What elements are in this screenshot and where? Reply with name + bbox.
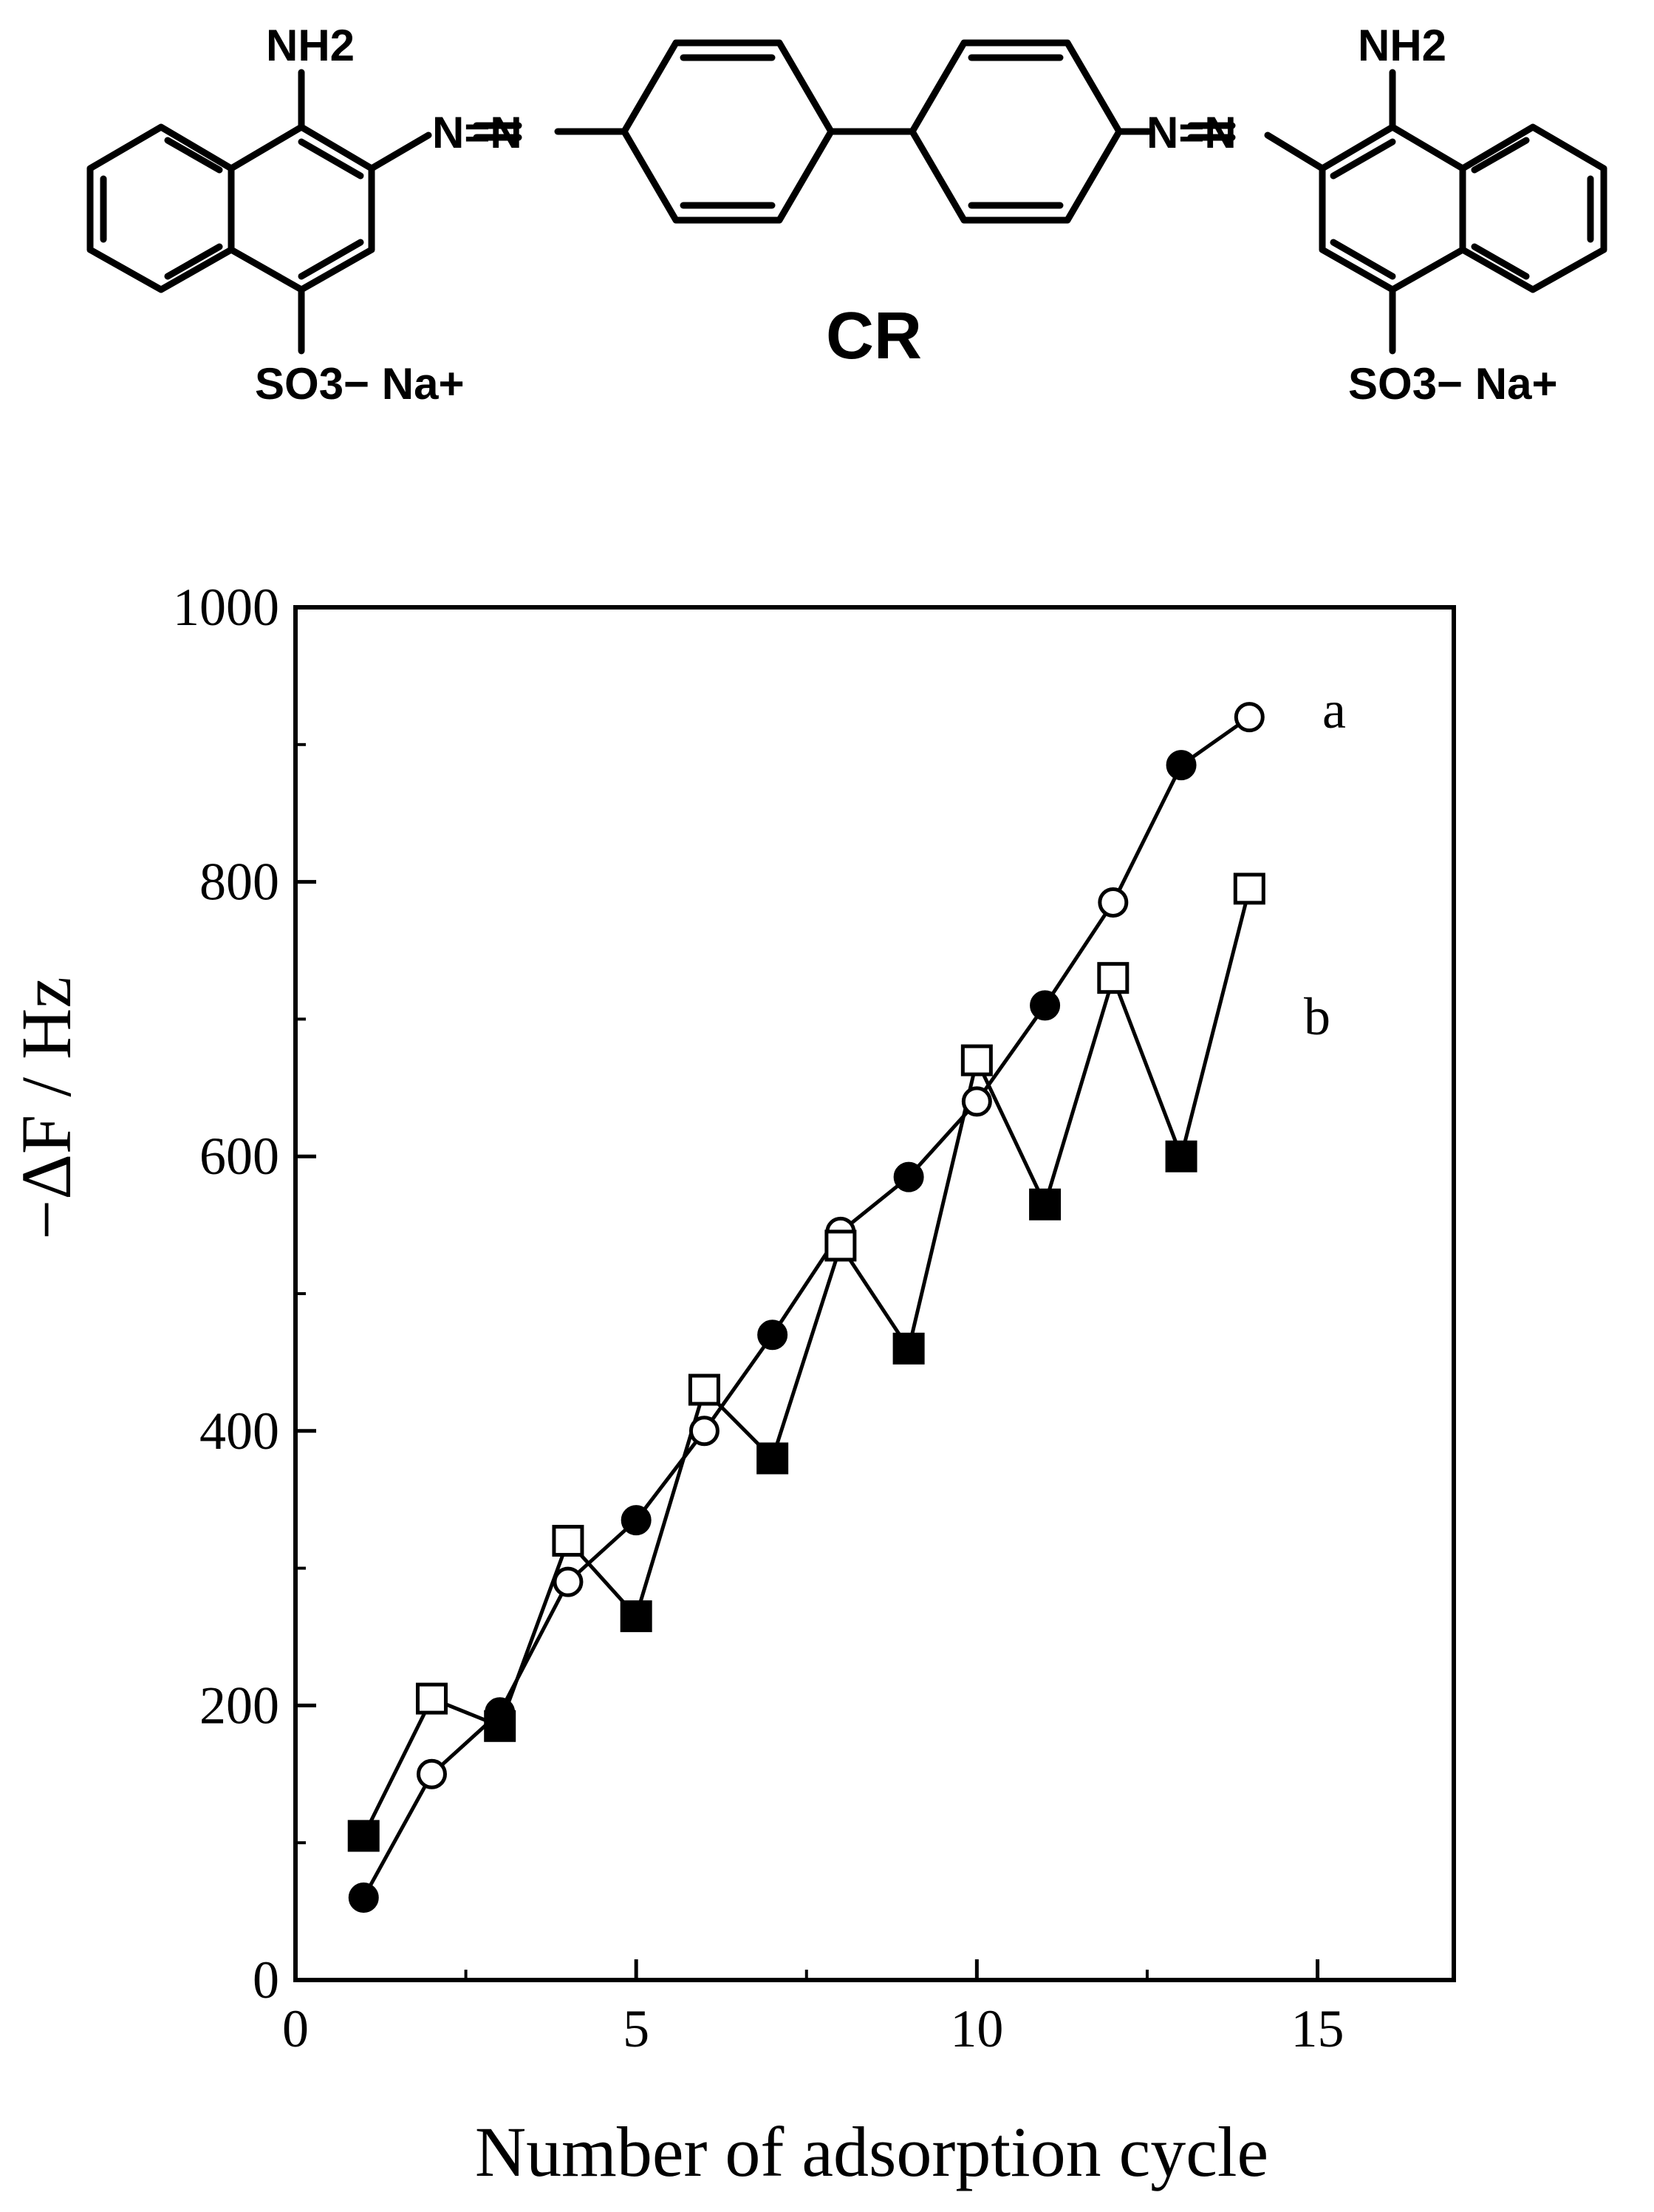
marker-a	[416, 1758, 447, 1789]
amine-label-right: NH2	[1358, 21, 1446, 70]
amine-label-left: NH2	[266, 21, 355, 70]
series-line-b	[361, 888, 1251, 1837]
marker-b	[688, 1373, 720, 1406]
series-markers	[347, 702, 1265, 1914]
sulfonate-label-right: SO3− Na+	[1348, 359, 1558, 409]
marker-a	[1098, 887, 1129, 918]
marker-b	[1097, 962, 1130, 994]
marker-a	[757, 1320, 788, 1351]
marker-a	[348, 1882, 379, 1914]
x-axis-label: Number of adsorption cycle	[475, 2112, 1268, 2191]
congo-red-structure: NH2 N=N SO3− Na+ CR N=N NH2 SO3− Na+	[86, 21, 1607, 409]
x-tick-label: 0	[282, 1999, 309, 2058]
marker-b	[824, 1229, 857, 1262]
y-tick-label: 200	[199, 1676, 279, 1735]
axis-ticks: 0 5 10 15 0 200 400 600 800 1000	[173, 578, 1344, 2058]
marker-a	[1030, 990, 1061, 1021]
series-lines	[361, 715, 1251, 1899]
marker-b	[620, 1600, 652, 1633]
marker-b	[960, 1044, 993, 1076]
azo-label-left: N=N	[432, 108, 522, 157]
marker-a	[553, 1566, 584, 1597]
y-tick-label: 600	[199, 1127, 279, 1186]
y-axis-label: −ΔF / Hz	[7, 977, 86, 1240]
plot-frame	[293, 605, 1456, 1982]
marker-a	[1166, 750, 1197, 781]
y-tick-label: 400	[199, 1402, 279, 1461]
x-tick-label: 15	[1291, 1999, 1344, 2058]
marker-b	[892, 1332, 925, 1365]
marker-a	[688, 1416, 720, 1447]
marker-b	[347, 1820, 380, 1852]
marker-b	[1233, 873, 1265, 905]
marker-b	[415, 1682, 448, 1715]
naphthalene-right-ring-b	[1459, 123, 1607, 293]
compound-label: CR	[826, 299, 922, 373]
x-tick-label: 10	[950, 1999, 1003, 2058]
marker-a	[961, 1086, 992, 1117]
y-tick-label: 800	[199, 853, 279, 912]
series-label-a: a	[1322, 680, 1346, 740]
marker-a	[893, 1161, 924, 1192]
marker-a	[621, 1505, 652, 1536]
series-label-b: b	[1304, 987, 1330, 1046]
marker-b	[1165, 1140, 1197, 1172]
azo-label-right: N=N	[1146, 108, 1237, 157]
marker-b	[756, 1442, 789, 1475]
marker-a	[1234, 702, 1265, 733]
marker-b	[484, 1710, 516, 1742]
x-tick-label: 5	[623, 1999, 649, 2058]
y-tick-label: 0	[253, 1950, 279, 2010]
marker-b	[552, 1524, 584, 1557]
marker-b	[1029, 1188, 1062, 1221]
sulfonate-label-left: SO3− Na+	[255, 359, 465, 409]
y-tick-label: 1000	[173, 578, 279, 637]
